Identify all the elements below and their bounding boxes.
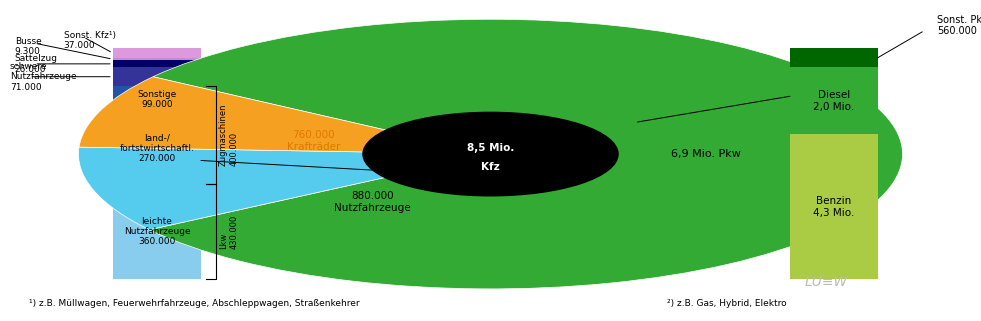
- Wedge shape: [79, 77, 490, 154]
- Bar: [790, 134, 878, 279]
- Text: Lkw
430.000: Lkw 430.000: [219, 214, 238, 249]
- Text: 760.000
Krafträder: 760.000 Krafträder: [287, 130, 340, 152]
- Bar: [113, 58, 201, 60]
- Text: LU≡W: LU≡W: [804, 275, 848, 290]
- Bar: [113, 184, 201, 279]
- Circle shape: [363, 112, 618, 196]
- Text: 880.000
Nutzfahrzeuge: 880.000 Nutzfahrzeuge: [335, 191, 411, 213]
- Text: schwere
Nutzfahrzeuge
71.000: schwere Nutzfahrzeuge 71.000: [10, 62, 77, 91]
- Text: Sonst. Kfz¹)
37.000: Sonst. Kfz¹) 37.000: [64, 30, 116, 50]
- Text: 6,9 Mio. Pkw: 6,9 Mio. Pkw: [671, 149, 742, 159]
- Text: Kfz: Kfz: [481, 162, 500, 172]
- Text: Zugmaschinen
400.000: Zugmaschinen 400.000: [219, 104, 238, 166]
- Bar: [790, 48, 878, 67]
- Text: land-/
fortstwirtschaftl.
270.000: land-/ fortstwirtschaftl. 270.000: [120, 133, 194, 163]
- Text: ¹) z.B. Müllwagen, Feuerwehrfahrzeuge, Abschleppwagen, Straßenkehrer: ¹) z.B. Müllwagen, Feuerwehrfahrzeuge, A…: [29, 299, 360, 308]
- Bar: [113, 48, 201, 58]
- Bar: [113, 67, 201, 86]
- Text: ²) z.B. Gas, Hybrid, Elektro: ²) z.B. Gas, Hybrid, Elektro: [667, 299, 787, 308]
- Bar: [113, 86, 201, 112]
- Text: leichte
Nutzfahrzeuge
360.000: leichte Nutzfahrzeuge 360.000: [124, 217, 190, 247]
- Wedge shape: [149, 19, 903, 289]
- Bar: [790, 67, 878, 134]
- Bar: [113, 60, 201, 67]
- Bar: [113, 112, 201, 184]
- Text: Diesel
2,0 Mio.: Diesel 2,0 Mio.: [813, 90, 854, 111]
- Text: Sonstige
99.000: Sonstige 99.000: [137, 90, 177, 109]
- Wedge shape: [78, 147, 490, 230]
- Text: Benzin
4,3 Mio.: Benzin 4,3 Mio.: [813, 196, 854, 218]
- Text: Busse
9.300: Busse 9.300: [15, 37, 41, 56]
- Text: Sonst. Pkw²)
560.000: Sonst. Pkw²) 560.000: [937, 15, 981, 36]
- Text: 8,5 Mio.: 8,5 Mio.: [467, 143, 514, 153]
- Text: Sattelzug
26.000: Sattelzug 26.000: [15, 54, 58, 74]
